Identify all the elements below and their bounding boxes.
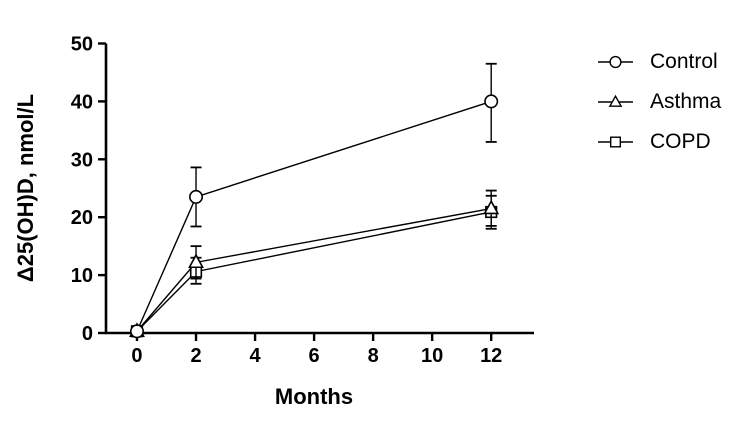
legend-item-control: Control [597,49,721,75]
legend-label-copd: COPD [650,130,711,153]
circle-marker [189,189,204,204]
series-line-asthma [136,207,492,332]
y-tick-label: 10 [71,265,93,287]
legend-label-asthma: Asthma [650,90,722,113]
y-tick-label: 0 [82,323,93,345]
legend-item-asthma: Asthma [597,89,721,115]
x-tick-label: 8 [368,345,379,367]
square-marker-icon [598,136,633,148]
y-axis-title: Δ25(OH)D, nmol/L [13,93,38,283]
circle-marker [129,324,144,339]
x-axis-title: Months [274,384,354,409]
legend-item-copd: COPD [597,129,721,155]
x-tick-label: 2 [190,345,201,367]
x-tick-label: 0 [131,345,142,367]
y-tick-label: 20 [71,207,93,229]
y-tick-label: 50 [71,34,93,56]
legend-label-control: Control [650,50,718,73]
triangle-marker [483,199,500,215]
x-tick-label: 10 [421,345,443,367]
series-line-control [136,100,492,332]
triangle-marker-icon [598,94,633,107]
x-tick-label: 12 [480,345,502,367]
y-tick-label: 40 [71,91,93,113]
x-tick-label: 4 [249,345,261,367]
circle-marker-icon [598,55,633,69]
circle-marker [484,94,499,109]
x-tick-label: 6 [309,345,320,367]
legend: Control Asthma COPD [597,49,721,169]
y-tick-label: 30 [71,149,93,171]
triangle-marker [188,253,204,269]
